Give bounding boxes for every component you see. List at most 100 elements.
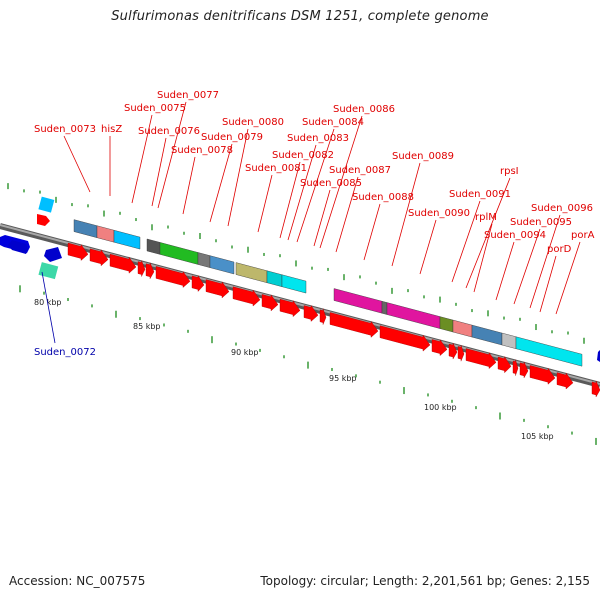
leader-line: [287, 144, 317, 241]
leader-line: [182, 156, 196, 215]
cds-arrow-0: [67, 242, 89, 261]
gene-label: Suden_0085: [300, 178, 362, 189]
leader-line: [209, 143, 233, 223]
gene-label: Suden_0078: [171, 145, 233, 156]
cog-box-8: [266, 270, 283, 287]
cog-box-15: [471, 324, 503, 346]
leader-line: [513, 228, 541, 305]
cds-arrow-22: [529, 365, 556, 385]
gene-label: porA: [571, 230, 595, 241]
cog-track: [38, 196, 583, 367]
cog-box-11: [381, 300, 388, 315]
cds-arrow-19: [497, 356, 512, 374]
leader-line: [529, 214, 561, 309]
cds-arrow-9: [261, 294, 279, 312]
gene-label: Suden_0072: [34, 347, 96, 358]
gene-label: Suden_0081: [245, 163, 307, 174]
gene-label: Suden_0082: [272, 150, 334, 161]
leader-line: [63, 135, 91, 193]
cds-reverse-arrow-2: [44, 247, 62, 262]
cds-arrow-2: [109, 253, 137, 274]
leader-line: [279, 161, 301, 239]
gene-label: Suden_0076: [138, 126, 200, 137]
leader-line: [227, 128, 249, 227]
gene-label: Suden_0075: [124, 103, 186, 114]
gene-label: Suden_0090: [408, 208, 470, 219]
cds-arrow-18: [465, 348, 497, 370]
cds-arrow-11: [303, 304, 319, 322]
leader-line: [257, 174, 273, 233]
gene-label: Suden_0091: [449, 189, 511, 200]
cog-box-6: [209, 255, 235, 275]
leader-line: [391, 162, 421, 267]
gene-label: Suden_0080: [222, 117, 284, 128]
cog-box-2: [113, 229, 141, 250]
scale-tick-label: 90 kbp: [231, 348, 259, 357]
gene-label: Suden_0094: [484, 230, 546, 241]
cds-arrow-10: [279, 298, 301, 318]
cds-arrow-5: [155, 266, 191, 288]
leader-line: [296, 128, 335, 243]
cog-box-17: [515, 336, 583, 367]
leader-line: [319, 115, 363, 249]
label-leader-lines: [41, 101, 581, 344]
leader-line: [555, 241, 581, 315]
cds-arrow-1: [89, 248, 109, 267]
cog-box-3: [146, 238, 161, 255]
cds-arrow-16: [448, 342, 458, 360]
gene-label: Suden_0084: [302, 117, 364, 128]
cds-arrow-6: [191, 274, 205, 292]
gene-label: Suden_0073: [34, 124, 96, 135]
cog-box-7: [235, 262, 268, 284]
cds-arrow-3: [137, 260, 146, 277]
gene-label: rpsI: [500, 166, 519, 177]
leader-line: [151, 137, 167, 207]
cds-arrow-4: [145, 262, 155, 280]
cog-box-1: [96, 225, 115, 243]
cds-arrow-left: [37, 214, 50, 226]
gene-label: Suden_0088: [352, 192, 414, 203]
leader-line: [313, 189, 331, 247]
gc-skew-track: [7, 183, 597, 445]
cds-arrow-14: [379, 325, 431, 352]
leader-line: [419, 219, 437, 275]
scale-tick-label: 105 kbp: [521, 432, 554, 441]
leader-line: [335, 176, 359, 253]
gene-label: Suden_0086: [333, 104, 395, 115]
leader-line: [41, 271, 56, 344]
cog-box-9: [281, 274, 307, 294]
gene-label: Suden_0095: [510, 217, 572, 228]
cog-box-13: [439, 316, 454, 333]
cog-box-10: [333, 288, 383, 314]
cog-box-12: [386, 302, 441, 329]
gene-label: Suden_0089: [392, 151, 454, 162]
cds-arrow-13: [329, 312, 379, 338]
cds-arrow-21: [519, 361, 529, 379]
scale-tick-label: 100 kbp: [424, 403, 457, 412]
cds-track: [0, 214, 600, 398]
leader-line: [131, 114, 153, 204]
cog-box-14: [452, 319, 473, 338]
cds-arrow-12: [319, 308, 327, 325]
cds-arrow-15: [431, 338, 448, 357]
gene-label: Suden_0079: [201, 132, 263, 143]
map-title: Sulfurimonas denitrificans DSM 1251, com…: [111, 9, 489, 24]
gene-label: Suden_0096: [531, 203, 593, 214]
topology-text: Topology: circular; Length: 2,201,561 bp…: [260, 574, 590, 588]
cog-box-5: [197, 252, 211, 268]
cds-reverse-arrow-1: [8, 240, 28, 254]
leader-line: [451, 200, 481, 283]
cog-box-4: [159, 242, 199, 265]
scale-tick-label: 95 kbp: [329, 374, 357, 383]
leader-line: [539, 255, 557, 313]
leader-line: [465, 177, 511, 289]
cds-arrow-20: [512, 359, 519, 376]
gene-label: porD: [547, 244, 572, 255]
cds-arrow-8: [232, 286, 261, 307]
cds-arrow-7: [205, 279, 230, 299]
gene-label: hisZ: [101, 124, 122, 135]
gene-label: Suden_0087: [329, 165, 391, 176]
